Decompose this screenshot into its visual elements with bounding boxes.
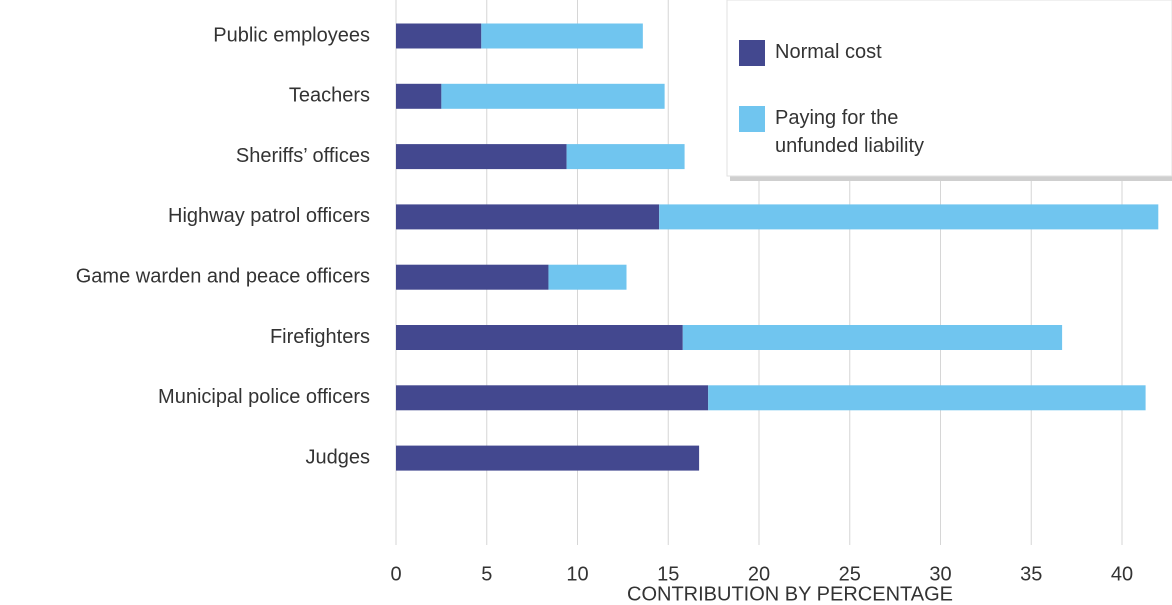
bar-segment — [396, 144, 567, 170]
y-tick-label: Firefighters — [270, 326, 370, 348]
legend-label: Normal cost — [775, 41, 882, 63]
bar-segment — [441, 83, 665, 109]
legend-label-box: Normal cost — [775, 41, 882, 63]
y-tick-label: Highway patrol officers — [168, 205, 370, 227]
bar-segment — [659, 204, 1159, 230]
bar-segment — [396, 23, 482, 49]
bar-segment — [396, 385, 709, 411]
legend-swatch — [739, 106, 765, 132]
bar-segment — [548, 264, 627, 290]
x-tick-label: 10 — [566, 563, 588, 585]
x-axis-title: CONTRIBUTION BY PERCENTAGE — [627, 583, 953, 605]
x-tick-label: 20 — [748, 563, 770, 585]
bar-segment — [481, 23, 643, 49]
y-tick-label: Municipal police officers — [158, 386, 370, 408]
legend-label: Paying for the unfunded liability — [775, 107, 924, 157]
bar-segment — [396, 445, 700, 471]
bar-segment — [396, 204, 660, 230]
bar-segment — [566, 144, 685, 170]
legend: Normal cost Paying for the unfunded liabi… — [726, 0, 1172, 181]
legend-box — [726, 0, 1172, 177]
bar-segment — [396, 83, 442, 109]
bar-segment — [682, 325, 1063, 350]
x-tick-label: 15 — [657, 563, 679, 585]
x-tick-label: 40 — [1111, 563, 1133, 585]
y-tick-label: Game warden and peace officers — [76, 265, 370, 287]
bar-segment — [708, 385, 1146, 411]
y-tick-label: Teachers — [289, 85, 370, 107]
x-tick-label: 35 — [1020, 563, 1042, 585]
x-tick-label: 25 — [839, 563, 861, 585]
y-tick-label: Sheriffs’ offices — [236, 145, 370, 167]
bar-segment — [396, 325, 683, 350]
x-tick-label: 5 — [481, 563, 492, 585]
bar-segment — [396, 264, 549, 290]
legend-swatch — [739, 40, 765, 66]
y-tick-label: Public employees — [213, 24, 370, 46]
x-tick-label: 0 — [390, 563, 401, 585]
legend-label-box: Paying for the unfunded liability — [775, 107, 924, 157]
x-tick-label: 30 — [929, 563, 951, 585]
y-tick-label: Judges — [306, 446, 371, 468]
